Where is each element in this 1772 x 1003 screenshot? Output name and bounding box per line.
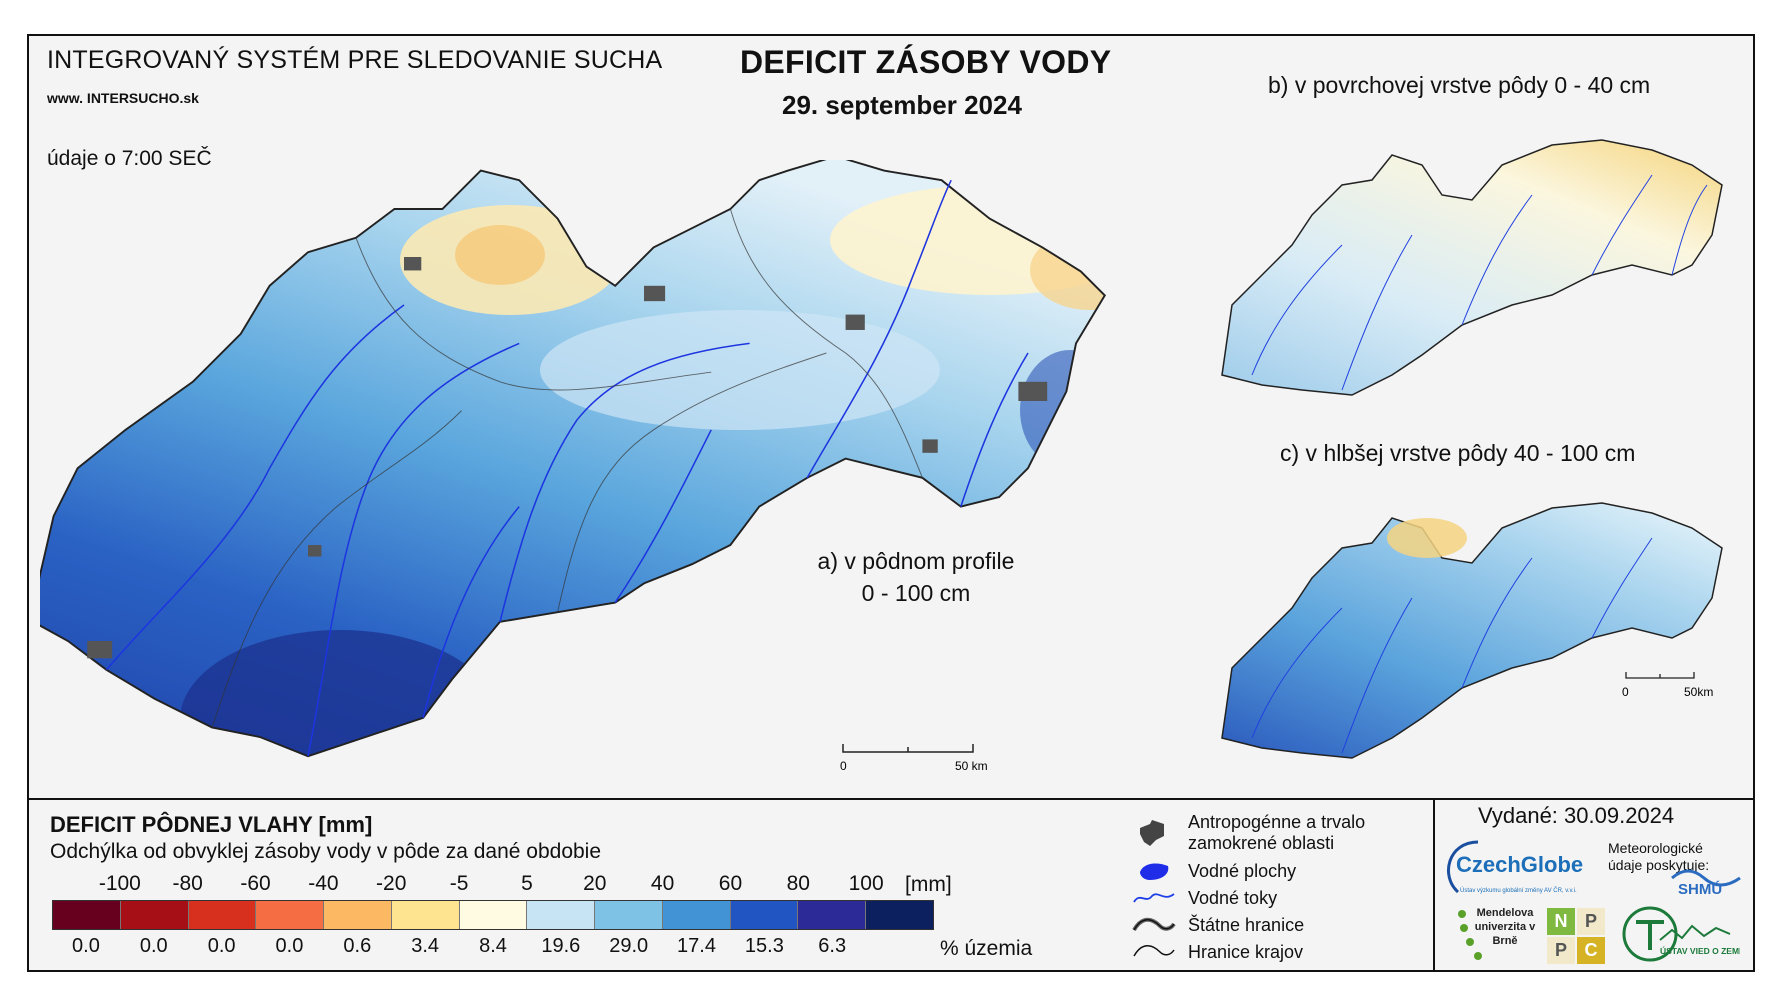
legend-ticks: -100 -80 -60 -40 -20 -5 5 20 40 60 80 100	[52, 872, 942, 898]
main-date: 29. september 2024	[782, 90, 1022, 120]
legend-class-swatch	[595, 901, 663, 929]
legend-class-percent: 17.4	[677, 935, 716, 957]
uvz-logo: ÚSTAV VIED O ZEMI	[1622, 906, 1740, 962]
website-link[interactable]: www. INTERSUCHO.sk	[47, 90, 199, 106]
state-border-icon	[1132, 917, 1176, 932]
time-note: údaje o 7:00 SEČ	[47, 147, 212, 170]
map-c-deep-layer	[1221, 502, 1723, 759]
map-c-label: c) v hlbšej vrstve pôdy 40 - 100 cm	[1280, 440, 1636, 466]
legend-class-swatch	[324, 901, 392, 929]
legend-rivers: Vodné toky	[1188, 888, 1278, 908]
legend-class-percent: 29.0	[609, 935, 649, 957]
nppc-n: N	[1547, 908, 1575, 935]
shmu-logo: SHMÚ	[1671, 869, 1741, 898]
legend-class-percent: 19.6	[541, 935, 581, 957]
legend-class-percent: 0.6	[343, 935, 372, 957]
legend-divider	[27, 798, 1755, 800]
map-b-label: b) v povrchovej vrstve pôdy 0 - 40 cm	[1268, 72, 1651, 98]
czechglobe-logo: CzechGlobe Ústav výzkumu globální změny …	[1447, 840, 1583, 894]
map-a-label-line2: 0 - 100 cm	[861, 580, 971, 606]
meteo-provider-text: Meteorologické údaje poskytuje:	[1608, 840, 1710, 873]
legend-class-percent: 0.0	[207, 935, 236, 957]
legend-class-swatch	[256, 901, 325, 929]
system-title: INTEGROVANÝ SYSTÉM PRE SLEDOVANIE SUCHA	[47, 46, 663, 74]
mendel-logo: Mendelova univerzita v Brně	[1458, 907, 1536, 960]
legend-class-swatch	[527, 901, 596, 929]
legend-tick: 40	[650, 872, 675, 895]
map-a-label-line1: a) v pôdnom profile	[817, 548, 1015, 574]
legend-color-bar	[52, 900, 934, 930]
small-scale-zero: 0	[1622, 685, 1629, 699]
legend-class-swatch	[866, 901, 933, 929]
legend-title: DEFICIT PÔDNEJ VLAHY [mm]	[50, 812, 373, 837]
legend-class-swatch	[730, 901, 799, 929]
legend-class-swatch	[53, 901, 121, 929]
footer-divider	[1433, 798, 1435, 972]
percent-label: % územia	[940, 937, 1033, 960]
legend-class-percent: 0.0	[139, 935, 168, 957]
nppc-p2: P	[1547, 937, 1575, 964]
czechglobe-subtitle: Ústav výzkumu globální změny AV ČR, v.v.…	[1460, 887, 1577, 894]
legend-class-percent: 3.4	[411, 935, 440, 957]
uvz-name: ÚSTAV VIED O ZEMI	[1660, 945, 1740, 956]
small-scale-end: 50km	[1684, 685, 1713, 699]
nppc-p1: P	[1577, 908, 1605, 935]
legend-tick: 20	[583, 872, 607, 895]
legend-tick: -40	[308, 872, 339, 895]
legend-tick: -60	[240, 872, 271, 895]
legend-tick: 80	[786, 872, 810, 895]
main-map	[40, 160, 1106, 758]
legend-tick: -5	[449, 872, 469, 895]
legend-tick: 60	[718, 872, 743, 895]
legend-urban: Antropogénne a trvalo zamokrené oblasti	[1188, 812, 1366, 853]
main-scale-bar: 0 50 km	[840, 744, 988, 773]
legend-water-bodies: Vodné plochy	[1188, 861, 1297, 881]
region-border-icon	[1133, 945, 1175, 957]
legend-subtitle: Odchýlka od obvyklej zásoby vody v pôde …	[50, 840, 602, 863]
legend-tick: -80	[172, 872, 203, 895]
legend-tick: -20	[376, 872, 407, 895]
small-scale-bar: 0 50km	[1622, 672, 1713, 699]
nppc-c: C	[1577, 937, 1605, 964]
main-title: DEFICIT ZÁSOBY VODY	[740, 44, 1112, 80]
legend-class-swatch	[391, 901, 460, 929]
main-scale-end: 50 km	[955, 759, 988, 773]
legend-region-border: Hranice krajov	[1188, 942, 1304, 962]
legend-class-percent: 0.0	[275, 935, 304, 957]
legend-state-border: Štátne hranice	[1188, 915, 1305, 935]
issued-date: Vydané: 30.09.2024	[1478, 803, 1675, 828]
legend-class-swatch	[459, 901, 528, 929]
legend-class-swatch	[798, 901, 867, 929]
legend-tick: 5	[521, 872, 533, 895]
legend-class-percent: 6.3	[818, 935, 847, 957]
legend-tick: -100	[98, 872, 141, 895]
legend-class-swatch	[188, 901, 257, 929]
main-scale-zero: 0	[840, 759, 847, 773]
water-body-icon	[1140, 863, 1169, 880]
legend-class-percent: 15.3	[744, 935, 784, 957]
map-b-surface-layer	[1221, 139, 1723, 396]
nppc-logo: N P P C	[1547, 908, 1605, 964]
legend-unit: [mm]	[905, 873, 952, 896]
mendel-name: Mendelova univerzita v Brně	[1474, 907, 1536, 947]
legend-class-percent: 8.4	[479, 935, 507, 957]
urban-icon	[1140, 820, 1164, 846]
river-icon	[1133, 893, 1175, 903]
legend-class-swatch	[662, 901, 731, 929]
legend-tick: 100	[848, 872, 884, 895]
legend-percentages: 0.0 0.0 0.0 0.0 0.6 3.4 8.4 19.6 29.0 17.4 15.3 6.3	[52, 935, 934, 961]
legend-class-percent	[866, 935, 934, 961]
legend-class-swatch	[120, 901, 189, 929]
czechglobe-name: CzechGlobe	[1456, 852, 1583, 877]
shmu-name: SHMÚ	[1678, 880, 1722, 898]
legend-class-percent: 0.0	[72, 935, 100, 957]
